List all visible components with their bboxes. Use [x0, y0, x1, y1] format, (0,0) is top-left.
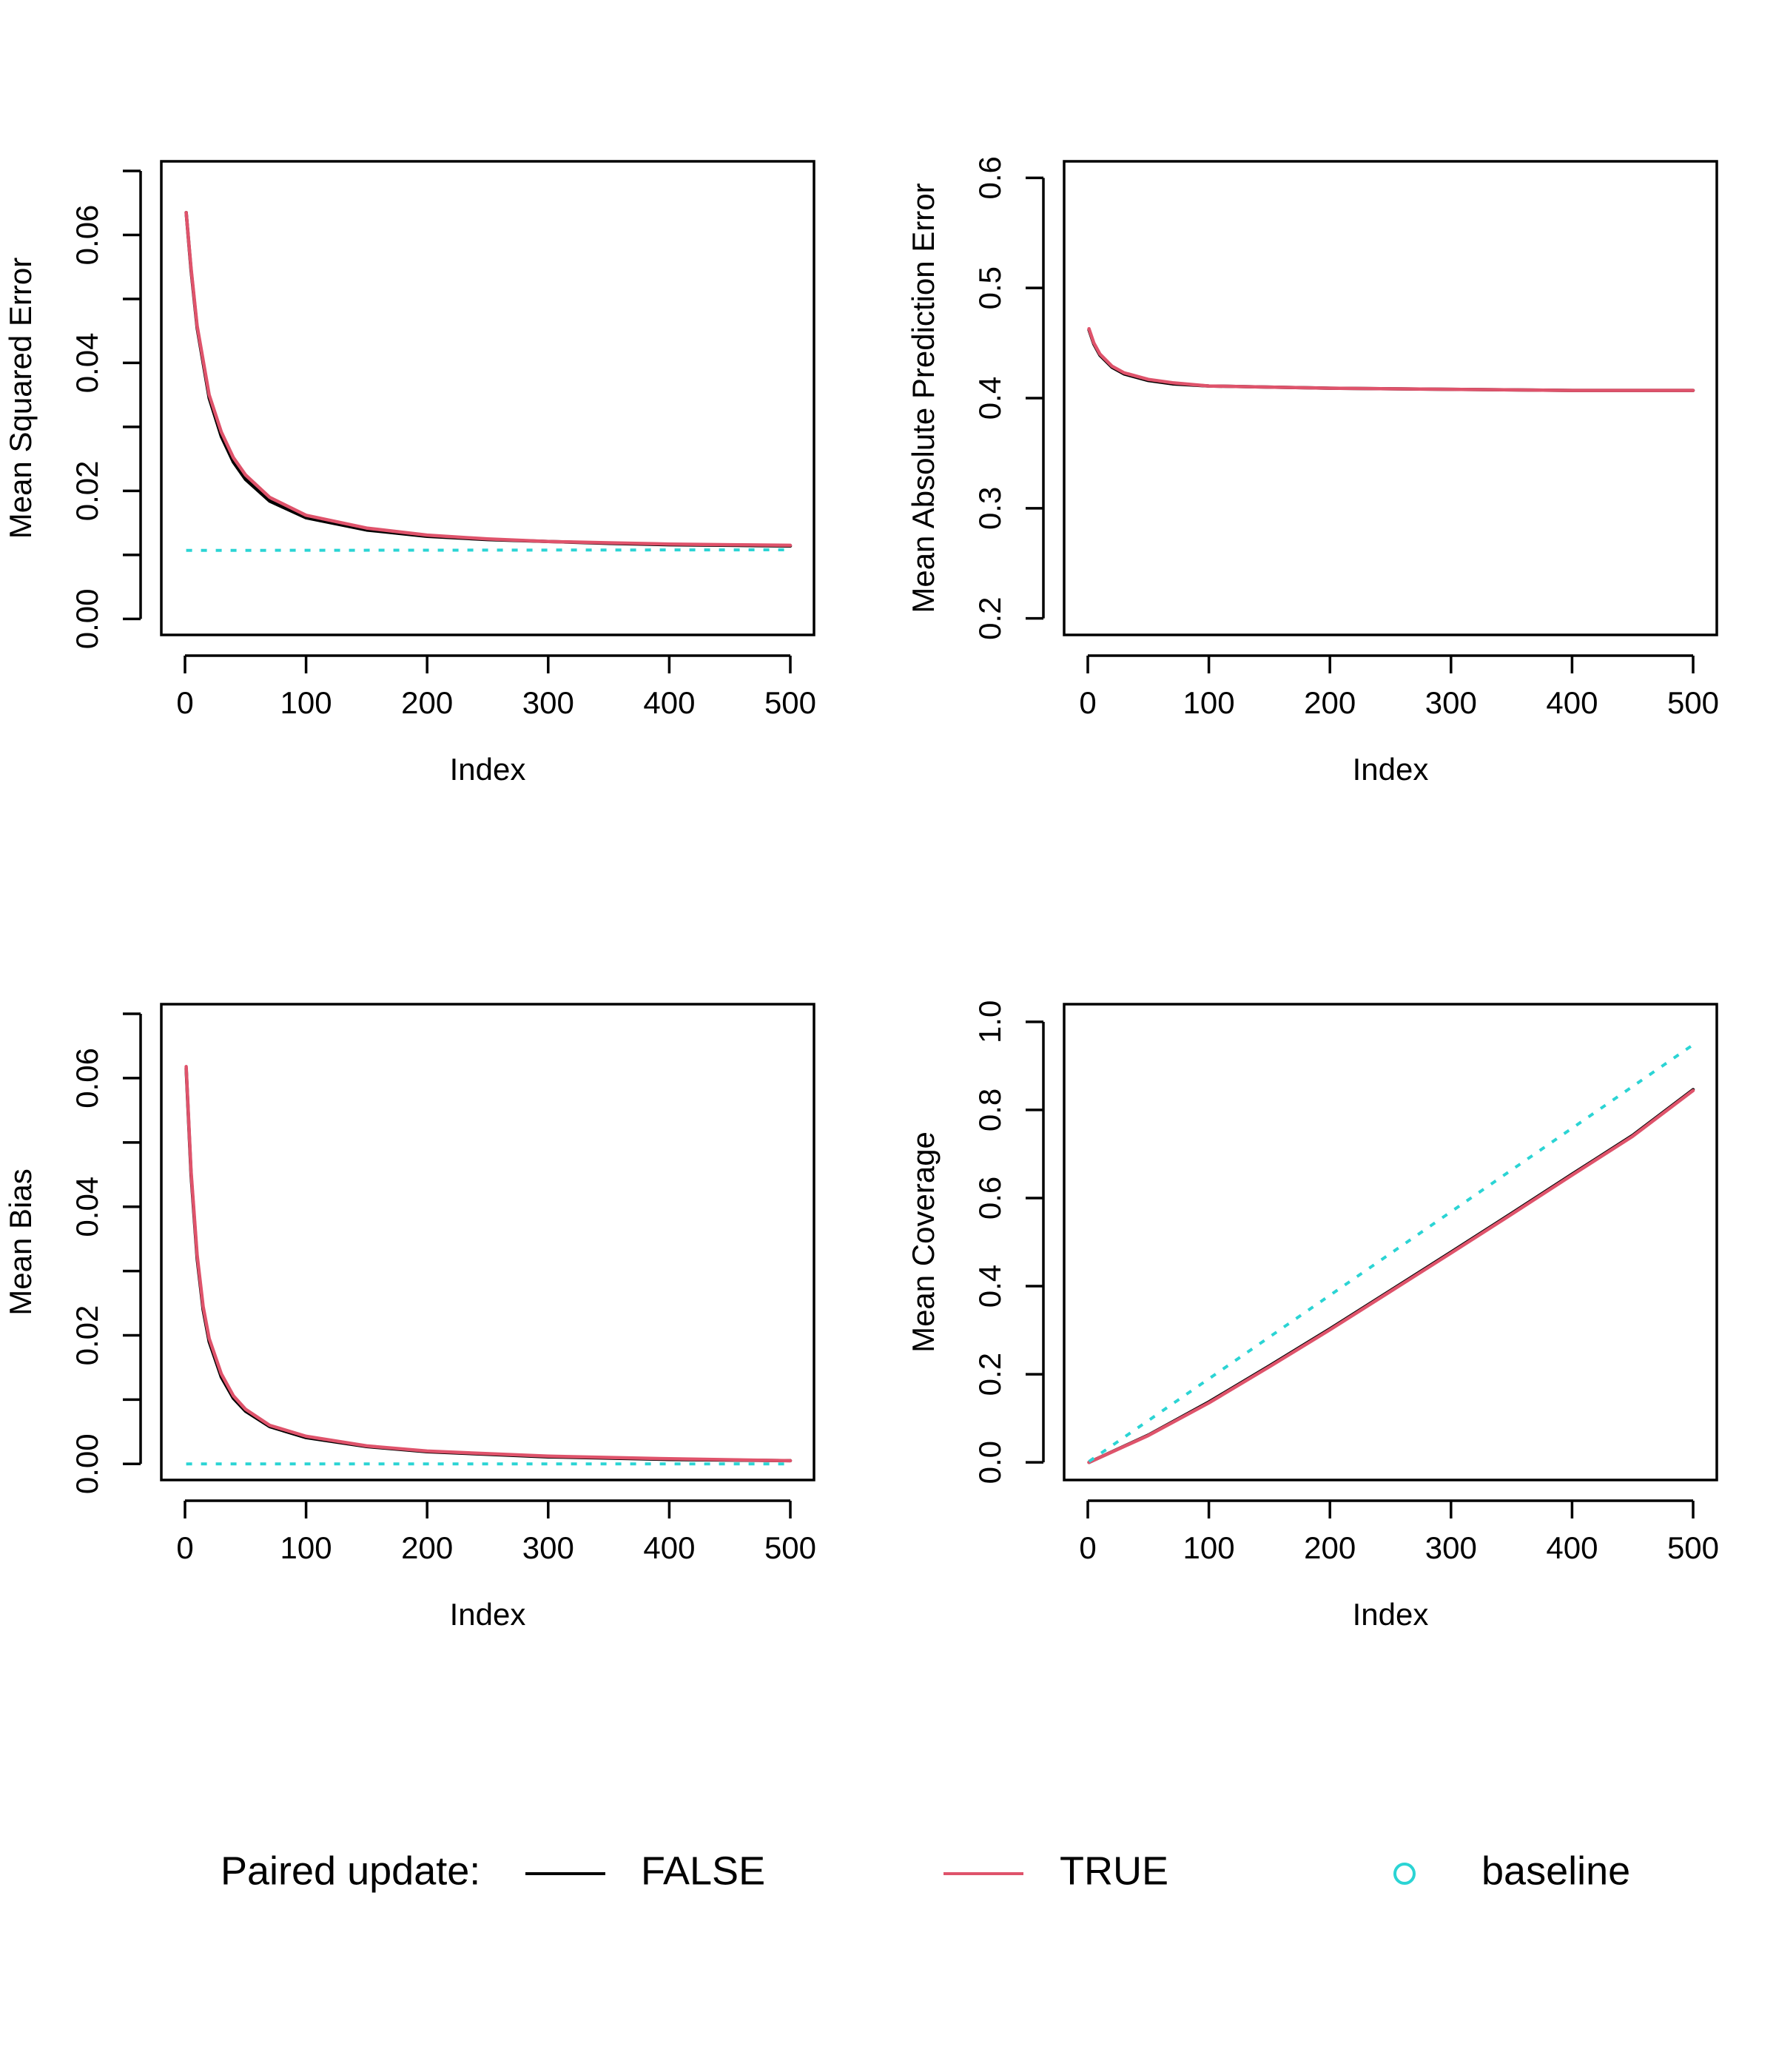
- x-tick-label: 300: [522, 685, 574, 720]
- series-line-false: [1087, 1088, 1695, 1464]
- y-tick-label: 0.02: [70, 1305, 104, 1366]
- x-tick-label: 0: [1079, 685, 1096, 720]
- x-tick-label: 400: [1546, 1530, 1598, 1565]
- legend-label: FALSE: [641, 1849, 765, 1893]
- x-tick-label: 100: [280, 1530, 332, 1565]
- y-tick-label: 0.5: [972, 266, 1007, 309]
- series-line-baseline: [186, 548, 791, 552]
- series-line-baseline: [1088, 1043, 1695, 1463]
- x-tick-label: 500: [1667, 685, 1719, 720]
- y-axis: 0.0 0.2 0.4 0.6 0.8 1.0 Mean Coverage: [906, 1000, 1045, 1484]
- x-tick-label: 100: [1183, 685, 1235, 720]
- legend-title: Paired update:: [221, 1849, 480, 1893]
- panel-1: 0 100 200 300 400 500 Index 0.00 0.02 0.04 0.06 Mea…: [3, 160, 816, 787]
- y-tick-label: 0.00: [70, 589, 104, 650]
- x-tick-label: 300: [1425, 1530, 1477, 1565]
- x-tick-label: 300: [1425, 685, 1477, 720]
- legend-item-true: TRUE: [944, 1849, 1168, 1893]
- x-axis-label: Index: [450, 752, 526, 787]
- x-axis: 0 100 200 300 400 500 Index: [176, 1499, 816, 1632]
- plot-frame: [1063, 1003, 1718, 1481]
- y-tick-label: 0.06: [70, 205, 104, 266]
- x-axis-label: Index: [1353, 752, 1429, 787]
- x-tick-label: 400: [643, 685, 695, 720]
- x-tick-label: 300: [522, 1530, 574, 1565]
- plot-frame: [1063, 160, 1718, 636]
- y-tick-label: 0.2: [972, 596, 1007, 639]
- y-tick-label: 0.02: [70, 461, 104, 522]
- x-tick-label: 400: [1546, 685, 1598, 720]
- y-tick-label: 0.04: [70, 333, 104, 394]
- y-tick-label: 0.00: [70, 1433, 104, 1494]
- y-tick-label: 0.2: [972, 1353, 1007, 1396]
- y-tick-label: 0.0: [972, 1441, 1007, 1484]
- plot-frame: [160, 1003, 815, 1481]
- panel-2: 0 100 200 300 400 500 Index 0.2 0.3 0.4 0.5 0.6 Mean…: [906, 156, 1719, 787]
- x-tick-label: 200: [1304, 685, 1356, 720]
- x-axis-label: Index: [1353, 1597, 1429, 1632]
- plot-frame: [160, 160, 815, 636]
- x-tick-label: 500: [764, 685, 816, 720]
- panel-4: 0 100 200 300 400 500 Index 0.0 0.2 0.4 0.6 0.8 1.0 M…: [906, 1000, 1719, 1632]
- y-tick-label: 1.0: [972, 1000, 1007, 1043]
- legend-label: baseline: [1481, 1849, 1630, 1893]
- x-axis: 0 100 200 300 400 500 Index: [1079, 1499, 1719, 1632]
- y-axis: 0.00 0.02 0.04 0.06 Mean Squared Error: [3, 169, 142, 650]
- x-tick-label: 500: [1667, 1530, 1719, 1565]
- series-line-true: [184, 210, 793, 548]
- series-line-false: [184, 210, 793, 548]
- y-tick-label: 0.8: [972, 1089, 1007, 1131]
- series-line-false: [1087, 328, 1695, 392]
- legend-item-false: FALSE: [525, 1849, 765, 1893]
- legend: Paired update: FALSE TRUE baseline: [221, 1849, 1630, 1893]
- y-axis-label: Mean Coverage: [906, 1131, 941, 1353]
- legend-items: FALSE TRUE baseline: [525, 1849, 1630, 1893]
- y-tick-label: 0.4: [972, 1265, 1007, 1308]
- x-tick-label: 100: [280, 685, 332, 720]
- y-axis: 0.2 0.3 0.4 0.5 0.6 Mean Absolute Prediction …: [906, 156, 1045, 640]
- x-axis: 0 100 200 300 400 500 Index: [176, 654, 816, 787]
- y-tick-label: 0.6: [972, 156, 1007, 199]
- y-tick-label: 0.4: [972, 377, 1007, 420]
- y-axis: 0.00 0.02 0.04 0.06 Mean Bias: [3, 1012, 142, 1494]
- legend-item-baseline: baseline: [1393, 1849, 1630, 1893]
- series-line-false: [184, 1066, 793, 1463]
- y-tick-label: 0.06: [70, 1048, 104, 1109]
- series-line-true: [1087, 326, 1695, 392]
- x-tick-label: 200: [1304, 1530, 1356, 1565]
- panels: 0 100 200 300 400 500Index0.000.020.040.06Mea…: [3, 156, 1719, 1632]
- panel-3: 0 100 200 300 400 500 Index 0.00 0.02 0.04 0.06 Mea…: [3, 1003, 816, 1632]
- x-tick-label: 100: [1183, 1530, 1235, 1565]
- x-tick-label: 200: [401, 1530, 453, 1565]
- x-tick-label: 0: [176, 1530, 193, 1565]
- x-tick-label: 0: [176, 685, 193, 720]
- x-axis: 0 100 200 300 400 500 Index: [1079, 654, 1719, 787]
- legend-key-point: [1393, 1863, 1416, 1885]
- x-tick-label: 0: [1079, 1530, 1096, 1565]
- y-axis-label: Mean Absolute Prediction Error: [906, 183, 941, 613]
- legend-label: TRUE: [1060, 1849, 1168, 1893]
- series-line-true: [1087, 1089, 1695, 1464]
- x-axis-label: Index: [450, 1597, 526, 1632]
- y-tick-label: 0.3: [972, 487, 1007, 530]
- x-tick-label: 200: [401, 685, 453, 720]
- y-axis-label: Mean Squared Error: [3, 258, 38, 539]
- y-tick-label: 0.6: [972, 1177, 1007, 1220]
- x-tick-label: 500: [764, 1530, 816, 1565]
- series-line-true: [184, 1065, 793, 1463]
- y-axis-label: Mean Bias: [3, 1168, 38, 1315]
- x-tick-label: 400: [643, 1530, 695, 1565]
- y-tick-label: 0.04: [70, 1177, 104, 1237]
